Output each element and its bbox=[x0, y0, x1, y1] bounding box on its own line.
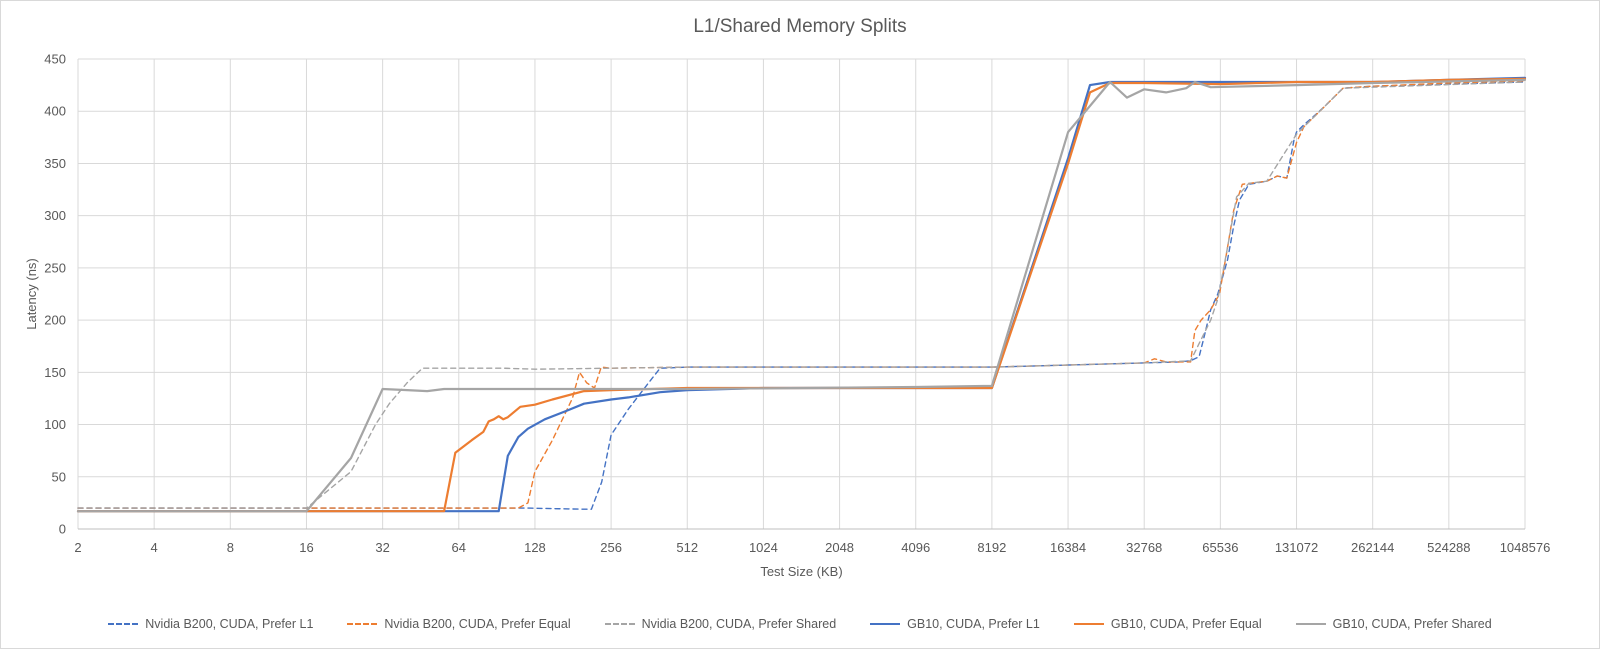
x-tick-label: 128 bbox=[524, 540, 546, 555]
y-tick-label: 300 bbox=[44, 208, 66, 223]
series-line-4 bbox=[76, 76, 1527, 513]
legend-item: Nvidia B200, CUDA, Prefer Equal bbox=[347, 617, 571, 631]
x-tick-label: 1048576 bbox=[1500, 540, 1551, 555]
x-tick-label: 2 bbox=[74, 540, 81, 555]
y-tick-label: 150 bbox=[44, 365, 66, 380]
x-tick-label: 64 bbox=[452, 540, 466, 555]
legend-label: Nvidia B200, CUDA, Prefer L1 bbox=[145, 617, 314, 631]
series-line-3 bbox=[77, 81, 1526, 509]
x-tick-label: 4 bbox=[151, 540, 158, 555]
series-line-5 bbox=[76, 77, 1527, 513]
legend-item: Nvidia B200, CUDA, Prefer Shared bbox=[604, 617, 837, 631]
y-axis-label: Latency (ns) bbox=[24, 258, 39, 330]
x-tick-label: 512 bbox=[676, 540, 698, 555]
legend-swatch bbox=[1073, 623, 1104, 625]
x-tick-label: 8192 bbox=[977, 540, 1006, 555]
chart-title: L1/Shared Memory Splits bbox=[693, 16, 907, 37]
x-tick-label: 524288 bbox=[1427, 540, 1470, 555]
x-tick-label: 32 bbox=[375, 540, 389, 555]
x-tick-label: 32768 bbox=[1126, 540, 1162, 555]
legend-swatch bbox=[604, 623, 635, 625]
x-tick-label: 262144 bbox=[1351, 540, 1394, 555]
legend-label: GB10, CUDA, Prefer Equal bbox=[1110, 617, 1262, 631]
y-tick-label: 450 bbox=[44, 52, 66, 67]
series-line-2 bbox=[77, 80, 1526, 509]
series-line-6 bbox=[76, 78, 1527, 513]
y-tick-label: 50 bbox=[52, 469, 66, 484]
x-tick-label: 256 bbox=[600, 540, 622, 555]
x-tick-label: 8 bbox=[227, 540, 234, 555]
x-tick-label: 2048 bbox=[825, 540, 854, 555]
legend-swatch bbox=[108, 623, 139, 625]
legend: Nvidia B200, CUDA, Prefer L1 Nvidia B200,… bbox=[0, 617, 1600, 631]
y-tick-label: 200 bbox=[44, 313, 66, 328]
legend-item: GB10, CUDA, Prefer Shared bbox=[1295, 617, 1492, 631]
legend-item: GB10, CUDA, Prefer Equal bbox=[1073, 617, 1262, 631]
x-tick-label: 4096 bbox=[901, 540, 930, 555]
x-tick-label: 16384 bbox=[1050, 540, 1086, 555]
legend-label: GB10, CUDA, Prefer Shared bbox=[1332, 617, 1492, 631]
x-tick-label: 1024 bbox=[749, 540, 778, 555]
legend-swatch bbox=[347, 623, 378, 625]
y-tick-label: 350 bbox=[44, 156, 66, 171]
x-tick-label: 16 bbox=[299, 540, 313, 555]
legend-label: Nvidia B200, CUDA, Prefer Equal bbox=[384, 617, 571, 631]
series-line-1 bbox=[77, 81, 1526, 510]
legend-label: Nvidia B200, CUDA, Prefer Shared bbox=[641, 617, 837, 631]
y-tick-label: 100 bbox=[44, 417, 66, 432]
x-axis-label: Test Size (KB) bbox=[760, 564, 842, 579]
legend-item: GB10, CUDA, Prefer L1 bbox=[870, 617, 1040, 631]
y-tick-label: 0 bbox=[59, 522, 66, 537]
legend-item: Nvidia B200, CUDA, Prefer L1 bbox=[108, 617, 313, 631]
y-tick-label: 250 bbox=[44, 260, 66, 275]
legend-swatch bbox=[870, 623, 901, 625]
legend-swatch bbox=[1295, 623, 1326, 625]
legend-label: GB10, CUDA, Prefer L1 bbox=[907, 617, 1040, 631]
x-tick-label: 131072 bbox=[1275, 540, 1318, 555]
y-tick-label: 400 bbox=[44, 104, 66, 119]
x-tick-label: 65536 bbox=[1202, 540, 1238, 555]
